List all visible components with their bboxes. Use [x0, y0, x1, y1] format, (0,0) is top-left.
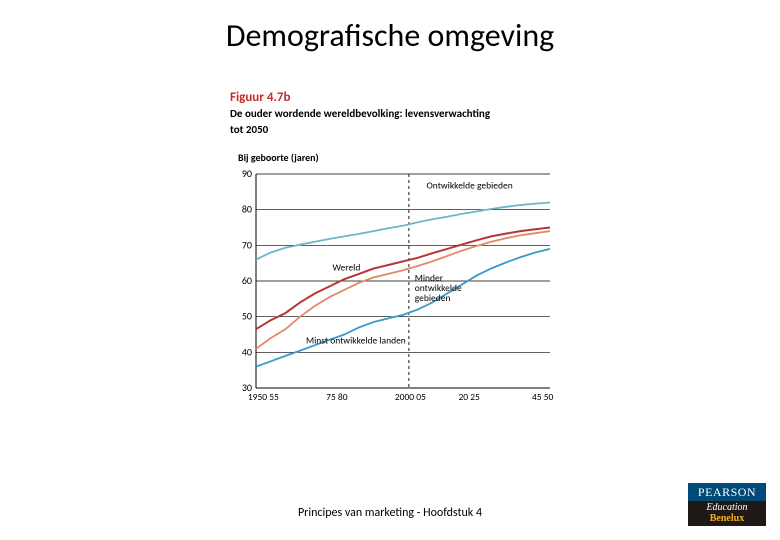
y-axis-title: Bij geboorte (jaren) — [238, 151, 570, 164]
series-label-minder: gebieden — [415, 292, 451, 304]
logo-line1: Education — [688, 501, 766, 513]
pearson-logo: PEARSON Education Benelux — [688, 483, 766, 526]
series-label-wereld: Wereld — [332, 261, 360, 273]
series-label-ontwikkelde: Ontwikkelde gebieden — [427, 179, 513, 191]
figure-caption-line1: De ouder wordende wereldbevolking: leven… — [230, 107, 570, 121]
series-minst — [256, 248, 550, 366]
figure-caption-line2: tot 2050 — [230, 123, 570, 137]
figure-label: Figuur 4.7b — [230, 90, 570, 105]
series-label-minst: Minst ontwikkelde landen — [306, 334, 406, 346]
slide-title: Demografische omgeving — [0, 16, 780, 55]
svg-text:2000 05: 2000 05 — [395, 391, 426, 403]
svg-text:1950 55: 1950 55 — [248, 391, 279, 403]
chart-svg: 304050607080901950 5575 802000 0520 2545… — [230, 168, 560, 408]
chart: 304050607080901950 5575 802000 0520 2545… — [230, 168, 560, 408]
svg-text:90: 90 — [242, 168, 252, 180]
svg-text:20 25: 20 25 — [458, 391, 480, 403]
svg-text:80: 80 — [242, 202, 252, 215]
svg-text:50: 50 — [242, 309, 252, 322]
svg-text:40: 40 — [242, 345, 252, 358]
svg-text:75 80: 75 80 — [326, 391, 348, 403]
figure-block: Figuur 4.7b De ouder wordende wereldbevo… — [230, 90, 570, 408]
logo-brand: PEARSON — [688, 483, 766, 501]
svg-text:45 50: 45 50 — [532, 391, 554, 403]
svg-text:70: 70 — [242, 238, 252, 251]
footer-text: Principes van marketing - Hoofdstuk 4 — [0, 506, 780, 520]
series-minder — [256, 231, 550, 349]
series-ontwikkelde — [256, 202, 550, 259]
svg-text:60: 60 — [242, 274, 252, 287]
logo-line2: Benelux — [688, 513, 766, 526]
